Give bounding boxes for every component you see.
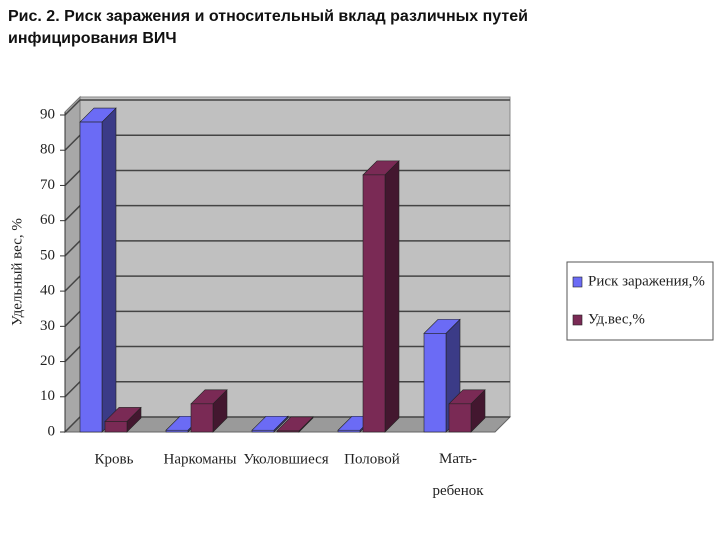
grid-line — [64, 99, 510, 116]
bar — [79, 107, 117, 433]
y-tick-label: 50 — [40, 247, 55, 263]
y-tick-label: 60 — [40, 212, 55, 228]
legend-swatch — [572, 314, 583, 326]
bar-front — [190, 403, 214, 433]
chart-title: Рис. 2. Риск заражения и относительный в… — [8, 8, 528, 47]
legend-box — [566, 261, 714, 341]
bar — [276, 416, 314, 433]
bar-front — [362, 174, 386, 433]
bar-front — [423, 333, 447, 433]
legend-label: Уд.вес,% — [588, 311, 645, 327]
x-tick-label: Наркоманы — [164, 451, 237, 467]
y-tick-label: 20 — [40, 353, 55, 369]
bar-front — [251, 429, 275, 433]
y-tick-label: 90 — [40, 106, 55, 122]
y-axis-label: Удельный вес, % — [9, 218, 25, 326]
x-tick-label: Половой — [344, 451, 400, 467]
bar — [362, 160, 400, 433]
y-tick-label: 10 — [40, 388, 55, 404]
y-tick-label: 0 — [48, 423, 56, 439]
legend-swatch — [572, 276, 583, 288]
bar-front — [79, 121, 103, 433]
x-tick-label: Уколовшиеся — [243, 451, 328, 467]
x-tick-label: Мать-ребенок — [432, 451, 484, 499]
bar-side — [384, 160, 400, 433]
bar-front — [104, 421, 128, 433]
bar — [251, 415, 289, 433]
bar — [448, 389, 486, 433]
legend-label: Риск заражения,% — [588, 273, 705, 289]
bar-front — [276, 430, 300, 433]
x-tick-label: Кровь — [95, 451, 134, 467]
y-tick-label: 40 — [40, 283, 55, 299]
bar — [104, 406, 142, 433]
bar-front — [165, 429, 189, 433]
bar-front — [448, 403, 472, 433]
y-tick-label: 80 — [40, 142, 55, 158]
bar-front — [337, 429, 361, 433]
bar-side — [101, 107, 117, 433]
y-tick-label: 30 — [40, 318, 55, 334]
grid-segment — [64, 99, 510, 116]
y-tick-label: 70 — [40, 177, 55, 193]
bar — [190, 389, 228, 433]
